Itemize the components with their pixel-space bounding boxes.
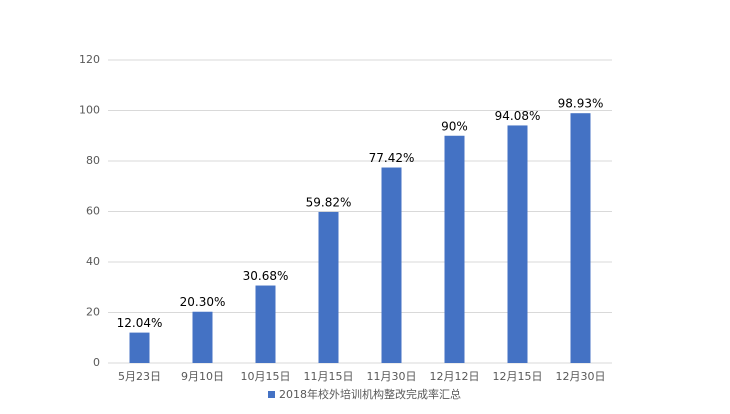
bar — [381, 167, 402, 363]
bar — [444, 135, 465, 363]
y-tick-label: 120 — [79, 53, 100, 66]
legend-label: 2018年校外培训机构整改完成率汇总 — [279, 387, 461, 401]
x-tick-label: 12月15日 — [493, 370, 543, 383]
y-tick-label: 0 — [93, 356, 100, 369]
data-label: 59.82% — [306, 195, 352, 209]
data-label: 90% — [441, 119, 468, 133]
data-label: 20.30% — [180, 295, 226, 309]
y-tick-label: 100 — [79, 104, 100, 117]
x-tick-label: 11月15日 — [304, 370, 354, 383]
x-tick-label: 10月15日 — [241, 370, 291, 383]
data-label: 30.68% — [243, 269, 289, 283]
y-tick-label: 40 — [86, 255, 100, 268]
bar — [129, 332, 150, 363]
y-tick-label: 60 — [86, 205, 100, 218]
bar — [570, 113, 591, 363]
bar — [507, 125, 528, 363]
x-tick-label: 11月30日 — [367, 370, 417, 383]
data-label: 94.08% — [495, 109, 541, 123]
x-tick-label: 12月30日 — [556, 370, 606, 383]
x-tick-label: 5月23日 — [118, 370, 161, 383]
bar — [192, 311, 213, 363]
data-label: 12.04% — [117, 316, 163, 330]
data-label: 77.42% — [369, 151, 415, 165]
legend-swatch — [268, 391, 275, 398]
x-tick-label: 9月10日 — [181, 370, 224, 383]
y-tick-label: 20 — [86, 306, 100, 319]
data-label: 98.93% — [558, 97, 604, 111]
y-tick-label: 80 — [86, 154, 100, 167]
bar — [318, 211, 339, 363]
bar — [255, 285, 276, 363]
x-tick-label: 12月12日 — [430, 370, 480, 383]
